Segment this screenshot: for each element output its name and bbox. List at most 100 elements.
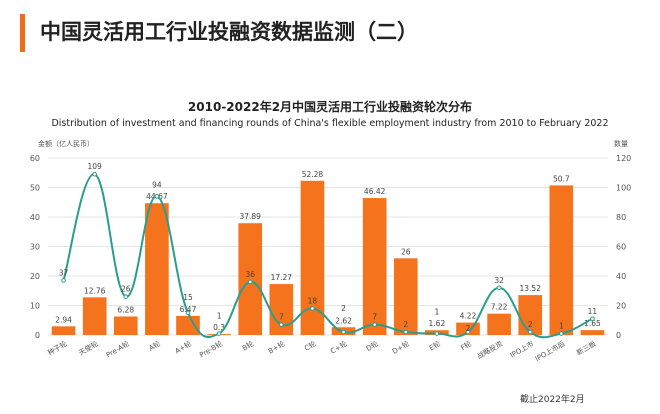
line-data-label: 7 [279, 313, 284, 322]
bar [580, 330, 605, 335]
bar-data-label: 1.65 [584, 319, 601, 328]
line-data-label: 7 [372, 313, 377, 322]
line-data-label: 2 [341, 304, 346, 313]
bar [176, 315, 200, 335]
x-tick-label: Pre-A轮 [104, 339, 130, 359]
left-tick-label: 60 [30, 154, 40, 163]
line-point [185, 310, 191, 316]
line-data-label: 11 [588, 307, 598, 316]
bar [393, 258, 418, 335]
right-tick-label: 60 [616, 243, 626, 252]
line-data-label: 36 [245, 270, 255, 279]
x-tick-label: B+轮 [267, 339, 287, 356]
line-point [61, 278, 66, 283]
x-tick-label: 战略投资 [475, 339, 504, 361]
bar [549, 185, 574, 335]
line-point [496, 285, 502, 291]
line-data-label: 18 [308, 296, 318, 305]
x-tick-label: A轮 [147, 339, 162, 353]
right-tick-label: 80 [616, 213, 626, 222]
bar [269, 284, 294, 335]
line-point [559, 331, 564, 336]
bar [82, 297, 107, 335]
bar-data-label: 52.28 [302, 170, 324, 179]
x-tick-label: Pre-B轮 [198, 339, 224, 359]
x-tick-label: IPO上市 [508, 339, 535, 360]
line-point [590, 316, 595, 322]
right-tick-label: 100 [616, 184, 631, 193]
line-data-label: 2 [466, 324, 471, 333]
bar-data-label: 0.3 [213, 323, 225, 332]
x-tick-label: E轮 [427, 339, 441, 353]
line-data-label: 109 [88, 162, 103, 171]
title-accent-bar [20, 14, 25, 52]
bar [113, 316, 138, 335]
left-tick-label: 10 [30, 302, 40, 311]
line-point [279, 322, 284, 327]
left-tick-label: 0 [35, 331, 40, 340]
bar-data-label: 1.62 [429, 319, 446, 328]
right-tick-label: 0 [616, 331, 621, 340]
x-tick-label: F轮 [459, 339, 473, 352]
x-tick-label: C轮 [303, 339, 318, 353]
bar [145, 203, 169, 335]
bar-data-label: 2.62 [335, 316, 352, 325]
left-tick-label: 30 [30, 243, 40, 252]
bar-data-label: 46.42 [364, 187, 386, 196]
x-tick-label: D+轮 [390, 339, 410, 356]
bar-data-label: 50.7 [553, 174, 570, 183]
line-data-label: 15 [183, 293, 193, 302]
left-axis-label: 金额（亿人民币） [38, 139, 94, 148]
right-tick-label: 40 [616, 272, 626, 281]
line-point [123, 294, 129, 299]
left-tick-label: 50 [30, 184, 40, 193]
left-tick-label: 40 [30, 213, 40, 222]
line-data-label: 2 [528, 320, 533, 329]
x-tick-label: D轮 [364, 339, 379, 353]
line-point [434, 331, 440, 336]
right-axis-label: 数量 [614, 139, 628, 148]
right-tick-label: 20 [616, 302, 626, 311]
line-point [465, 329, 471, 335]
line-data-label: 37 [59, 268, 69, 277]
line-point [310, 306, 315, 311]
line-data-label: 1 [559, 322, 564, 331]
right-tick-label: 120 [616, 154, 631, 163]
x-tick-label: 新三板 [575, 339, 598, 357]
line-point [527, 329, 533, 335]
bar [300, 180, 325, 335]
line-data-label: 1 [217, 312, 222, 321]
bar [238, 223, 263, 335]
page-title: 中国灵活用工行业投融资数据监测（二） [40, 20, 418, 44]
line-data-label: 2 [403, 320, 408, 329]
line-data-label: 94 [152, 180, 162, 189]
footnote: 截止2022年2月 [520, 395, 585, 405]
chart-subtitle: Distribution of investment and financing… [51, 118, 609, 129]
bar-data-label: 13.52 [519, 284, 541, 293]
bar-data-label: 6.28 [117, 305, 134, 314]
chart-title: 2010-2022年2月中国灵活用工行业投融资轮次分布 [187, 100, 473, 114]
bar [487, 313, 511, 335]
bar-data-label: 37.89 [239, 212, 261, 221]
line-data-label: 1 [434, 308, 439, 317]
bar-data-label: 2.94 [55, 315, 72, 324]
line-point [154, 194, 160, 199]
count-line [62, 173, 593, 339]
line-point [403, 329, 409, 335]
x-tick-label: IPO上市后 [533, 339, 566, 363]
line-point [92, 171, 97, 177]
line-point [216, 331, 222, 336]
bar [362, 198, 387, 335]
x-tick-label: 种子轮 [46, 339, 69, 357]
line-point [247, 279, 253, 285]
line-point [341, 329, 346, 335]
x-tick-label: B轮 [240, 339, 255, 353]
x-tick-label: C+轮 [329, 339, 349, 356]
bar-data-label: 4.22 [460, 312, 477, 321]
bar-data-label: 12.76 [84, 286, 106, 295]
bar-data-label: 26 [401, 247, 411, 256]
x-tick-label: A+轮 [173, 339, 193, 356]
bar-data-label: 6.47 [180, 305, 197, 314]
bar [51, 326, 76, 335]
